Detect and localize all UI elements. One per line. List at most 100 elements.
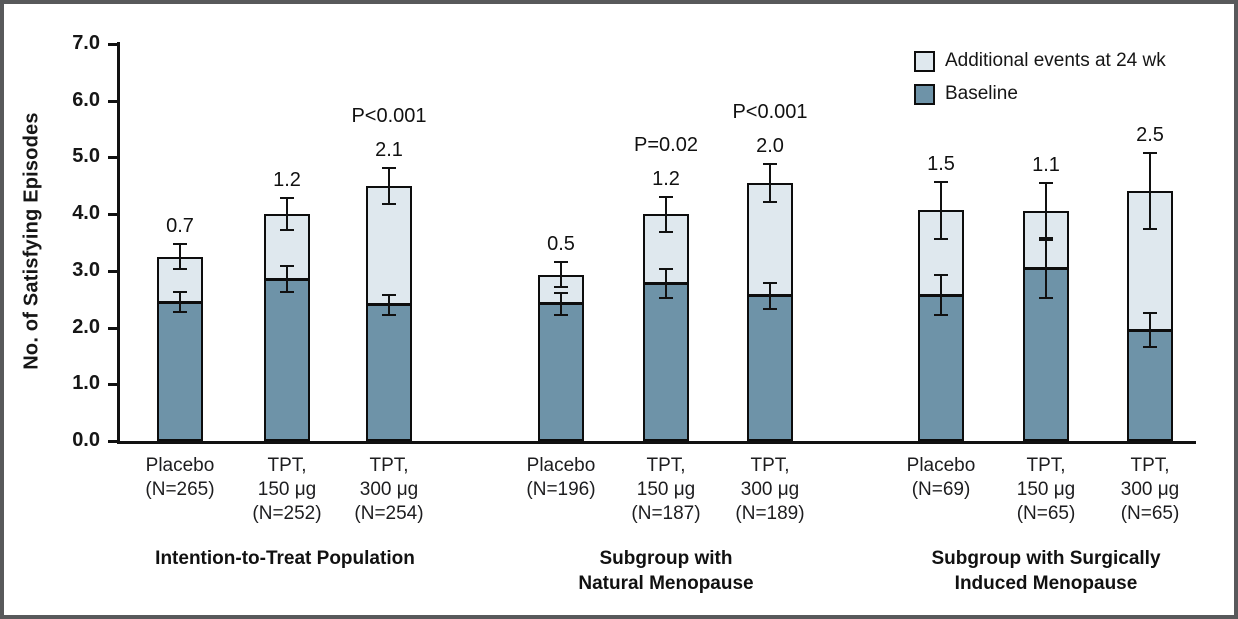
bar-axis-label: TPT, 300 μg (N=189) [735, 455, 805, 524]
total-error-bar-cap [554, 286, 568, 289]
additional-events-value-label: 2.5 [1136, 124, 1164, 147]
baseline-error-bar-cap [659, 296, 673, 299]
bar-axis-label: Placebo (N=69) [906, 455, 976, 500]
baseline-error-bar [940, 275, 942, 316]
baseline-error-bar-cap [934, 274, 948, 277]
total-error-bar-cap [173, 268, 187, 271]
bar-axis-label: TPT, 300 μg (N=254) [354, 455, 424, 524]
bar-axis-label: TPT, 300 μg (N=65) [1120, 455, 1180, 524]
group-label: Subgroup with Natural Menopause [578, 548, 754, 594]
baseline-error-bar-cap [1143, 346, 1157, 349]
additional-events-value-label: 2.0 [756, 135, 784, 158]
y-tick-mark [108, 326, 117, 330]
baseline-error-bar-cap [554, 291, 568, 294]
group-label: Subgroup with Surgically Induced Menopaus… [931, 548, 1161, 594]
total-error-bar-cap [280, 229, 294, 232]
bar-axis-label: TPT, 150 μg (N=252) [252, 455, 322, 524]
additional-events-value-label: 1.1 [1032, 153, 1060, 176]
y-tick-mark [108, 269, 117, 273]
additional-events-value-label: 0.7 [166, 215, 194, 238]
p-value-label: P<0.001 [732, 101, 808, 124]
baseline-error-bar [769, 282, 771, 309]
total-error-bar-cap [554, 261, 568, 264]
baseline-error-bar-cap [554, 313, 568, 316]
baseline-error-bar [560, 292, 562, 315]
additional-events-swatch-icon [914, 50, 935, 72]
total-error-bar-cap [1143, 152, 1157, 155]
y-tick-label: 6.0 [72, 88, 100, 111]
total-error-bar [940, 181, 942, 239]
baseline-error-bar [1045, 237, 1047, 299]
y-tick-mark [108, 99, 117, 103]
total-error-bar [286, 198, 288, 230]
baseline-error-bar-cap [659, 268, 673, 271]
bar-baseline-segment [266, 279, 308, 439]
legend-item-additional: Additional events at 24 wk [914, 50, 1166, 72]
total-error-bar-cap [659, 195, 673, 198]
total-error-bar-cap [763, 163, 777, 166]
bar-baseline-segment [920, 295, 962, 439]
additional-events-value-label: 2.1 [375, 138, 403, 161]
baseline-error-bar-cap [280, 265, 294, 268]
bar-baseline-segment [645, 283, 687, 439]
y-tick-mark [108, 383, 117, 387]
legend: Additional events at 24 wk Baseline [914, 50, 1166, 116]
y-tick-mark [108, 43, 117, 46]
x-axis-line [117, 441, 1196, 444]
y-tick-label: 4.0 [72, 202, 100, 225]
bar-baseline-segment [1129, 330, 1171, 439]
bar-axis-label: Placebo (N=196) [526, 455, 596, 500]
total-error-bar [179, 244, 181, 270]
total-error-bar [388, 167, 390, 204]
total-error-bar [1045, 182, 1047, 240]
y-tick-mark [108, 440, 117, 443]
total-error-bar-cap [280, 197, 294, 200]
stacked-bar-chart: 7.0 6.0 5.0 4.0 3.0 2.0 1.0 0.0 0.7 Placebo (N=265… [4, 4, 1234, 615]
y-tick-label: 2.0 [72, 315, 100, 338]
baseline-error-bar [179, 292, 181, 312]
y-tick-label: 0.0 [72, 429, 100, 451]
y-tick-label: 5.0 [72, 145, 100, 168]
bar-baseline-segment [749, 295, 791, 439]
baseline-error-bar-cap [173, 291, 187, 294]
p-value-label: P=0.02 [634, 133, 698, 156]
bar-axis-label: TPT, 150 μg (N=65) [1016, 455, 1076, 524]
y-axis-line [117, 42, 120, 443]
bar-baseline-segment [159, 302, 201, 439]
y-tick-label: 7.0 [72, 32, 100, 54]
baseline-error-bar-cap [1143, 312, 1157, 315]
total-error-bar-cap [382, 166, 396, 169]
y-tick-mark [108, 156, 117, 160]
total-error-bar-cap [934, 180, 948, 183]
total-error-bar-cap [1039, 238, 1053, 241]
baseline-error-bar-cap [934, 314, 948, 317]
additional-events-value-label: 0.5 [547, 233, 575, 256]
p-value-label: P<0.001 [351, 104, 427, 127]
additional-events-value-label: 1.5 [927, 152, 955, 175]
additional-events-value-label: 1.2 [652, 167, 680, 190]
y-tick-mark [108, 213, 117, 217]
baseline-error-bar-cap [382, 313, 396, 316]
baseline-error-bar-cap [280, 291, 294, 294]
total-error-bar-cap [1143, 228, 1157, 231]
total-error-bar-cap [763, 200, 777, 203]
total-error-bar [665, 196, 667, 232]
baseline-error-bar [286, 266, 288, 293]
baseline-error-bar-cap [1039, 297, 1053, 300]
group-label: Intention-to-Treat Population [155, 548, 415, 569]
total-error-bar-cap [173, 243, 187, 246]
legend-item-baseline: Baseline [914, 83, 1166, 105]
baseline-error-bar-cap [382, 294, 396, 297]
legend-label-baseline: Baseline [945, 83, 1018, 104]
bar-axis-label: TPT, 150 μg (N=187) [631, 455, 701, 524]
baseline-error-bar [665, 269, 667, 298]
additional-events-value-label: 1.2 [273, 169, 301, 192]
baseline-error-bar-cap [763, 281, 777, 284]
bar-baseline-segment [368, 304, 410, 439]
total-error-bar [560, 262, 562, 288]
bar-axis-label: Placebo (N=265) [145, 455, 215, 500]
baseline-error-bar-cap [173, 310, 187, 313]
total-error-bar [769, 164, 771, 202]
total-error-bar-cap [659, 230, 673, 233]
